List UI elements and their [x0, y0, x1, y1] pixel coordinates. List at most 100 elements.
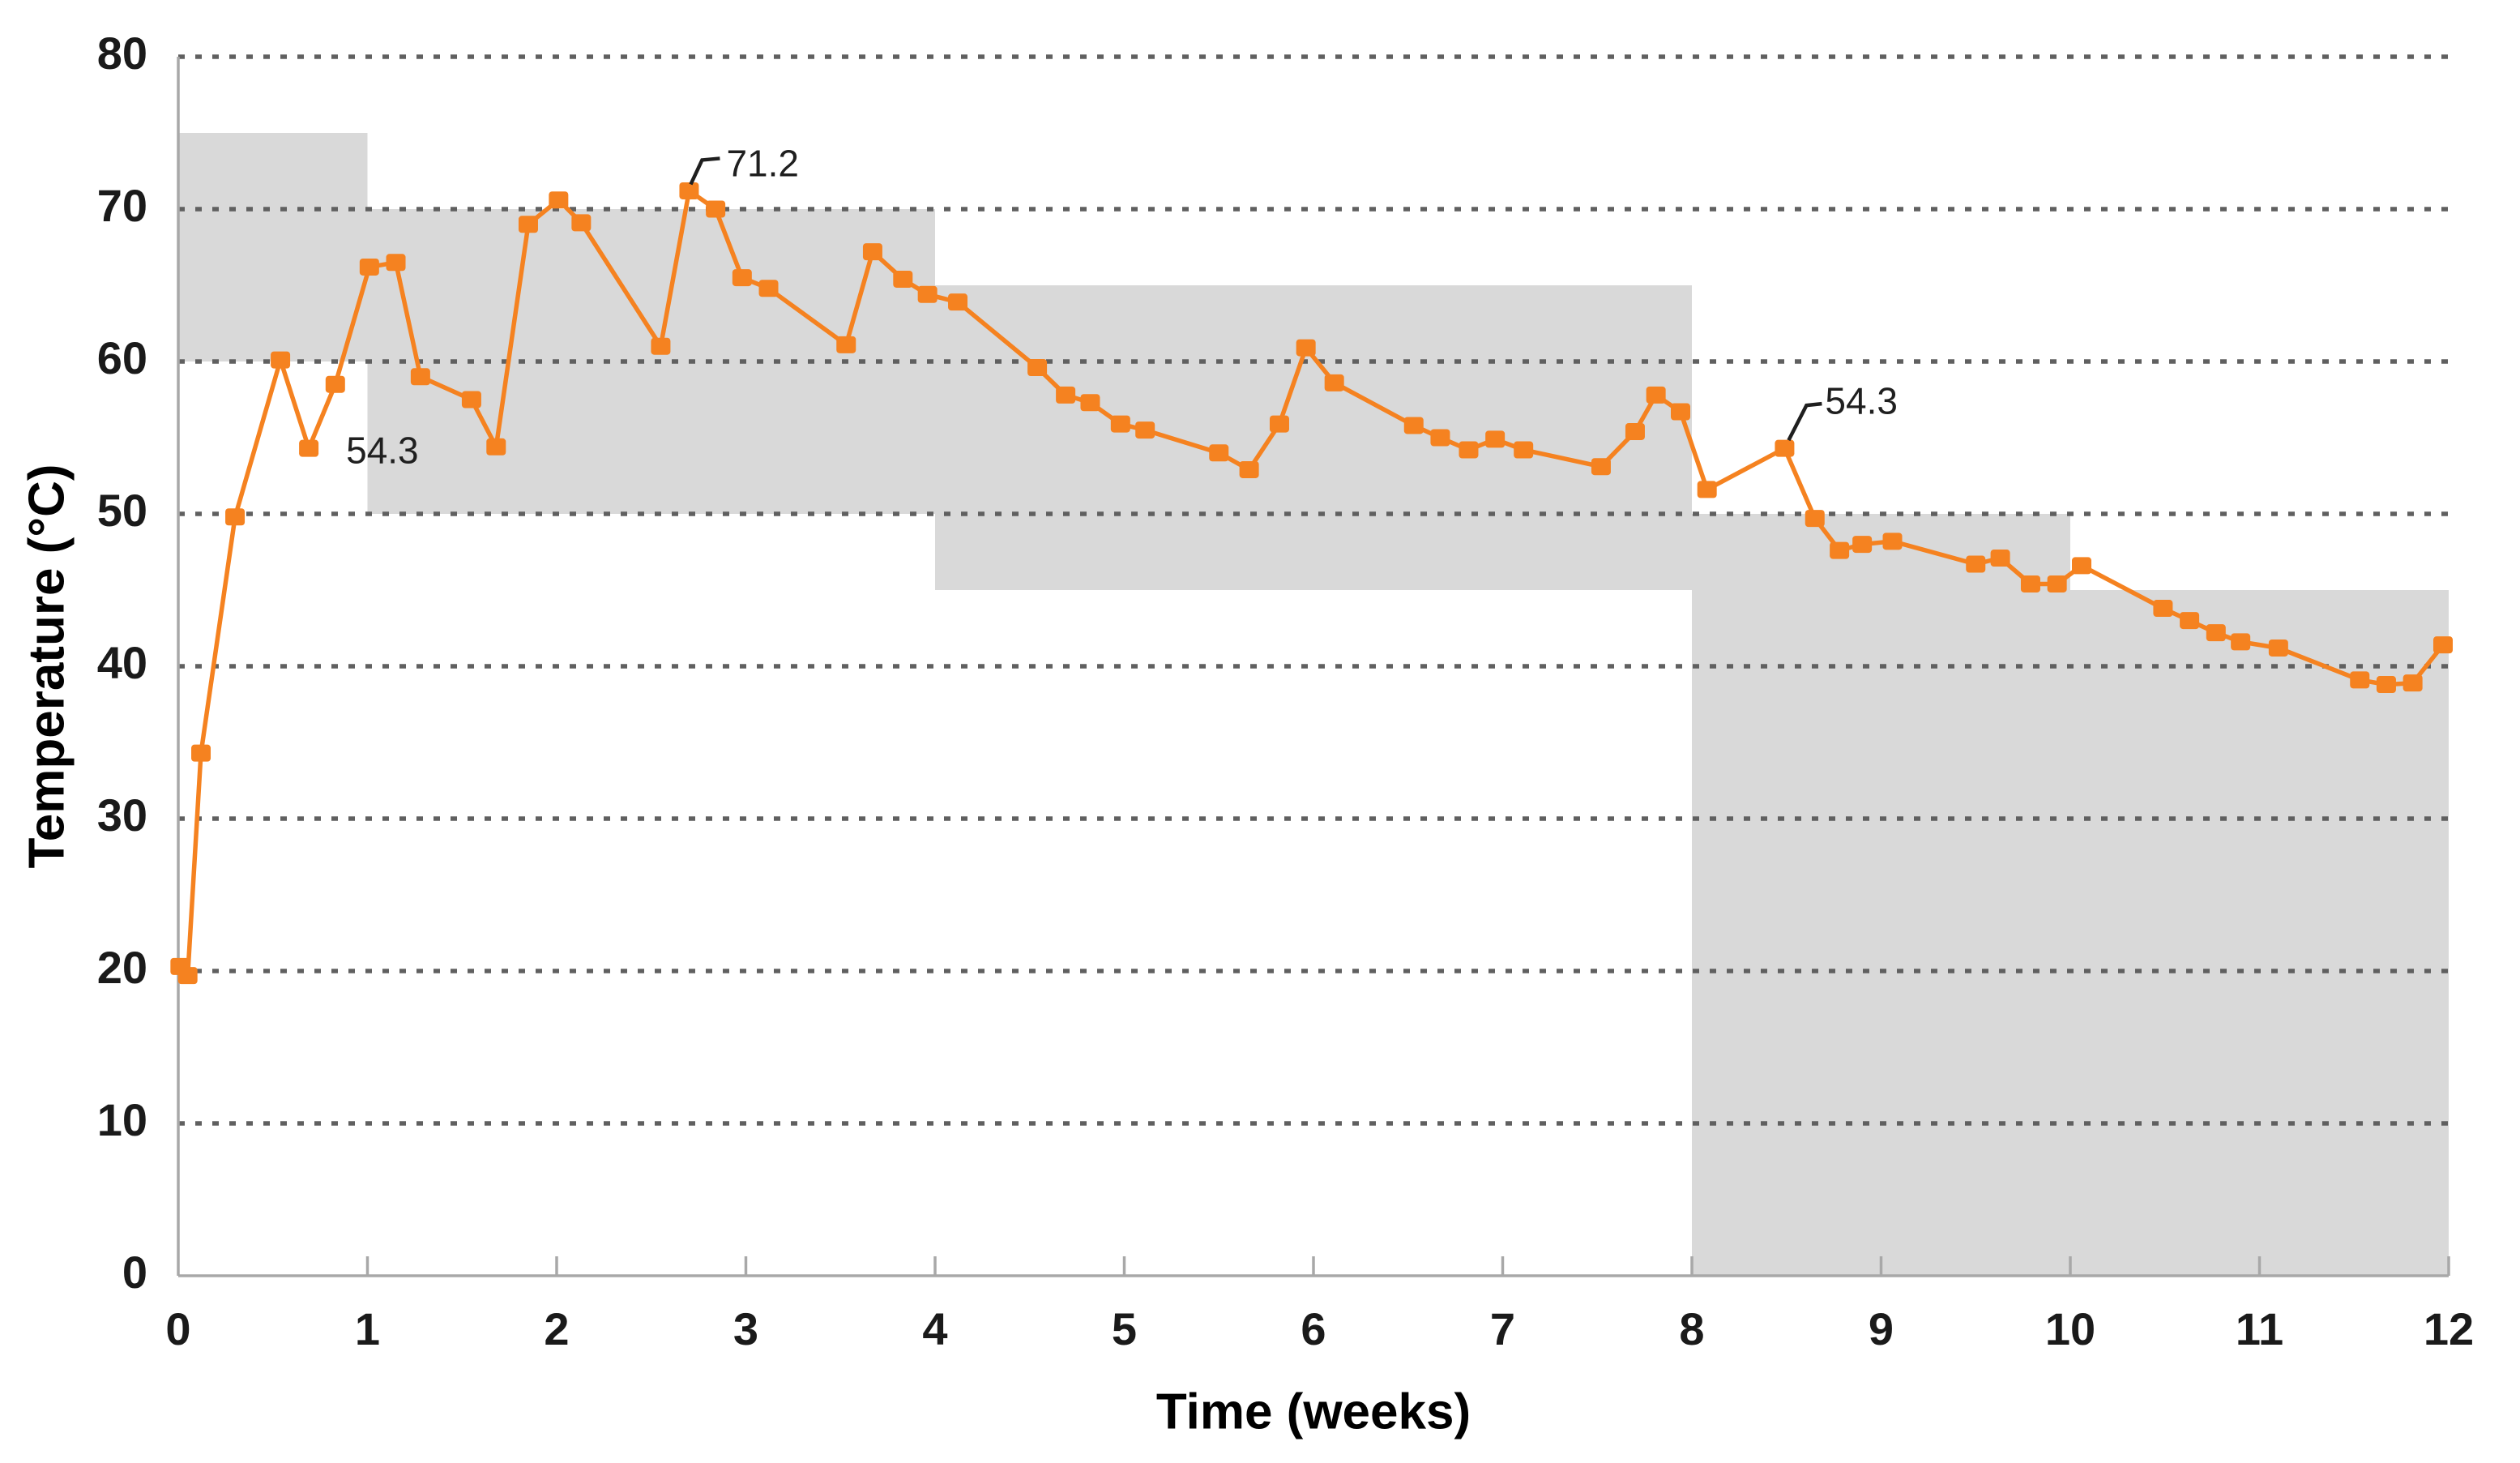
data-point-marker: [1670, 403, 1690, 421]
data-point-marker: [410, 368, 430, 386]
data-point-marker: [948, 293, 968, 311]
annotation-label: 71.2: [726, 143, 799, 185]
y-axis-title: Temperature (°C): [19, 464, 75, 869]
data-point-marker: [1966, 555, 1986, 573]
data-point-marker: [299, 439, 319, 457]
data-point-marker: [651, 337, 671, 355]
data-point-marker: [1882, 533, 1903, 550]
data-point-marker: [271, 351, 291, 369]
y-tick-label: 0: [122, 1247, 147, 1298]
data-point-marker: [917, 285, 938, 303]
data-point-marker: [386, 254, 406, 272]
annotation-label: 54.3: [346, 429, 419, 471]
data-point-marker: [1135, 421, 1155, 439]
data-point-marker: [1080, 394, 1100, 412]
x-axis-title: Time (weeks): [1155, 1384, 1471, 1440]
data-point-marker: [758, 280, 779, 297]
data-point-marker: [518, 216, 538, 233]
gray-band: [1692, 514, 2070, 1276]
data-point-marker: [1239, 460, 1259, 478]
data-point-marker: [1209, 444, 1229, 462]
y-tick-label: 30: [97, 789, 147, 841]
gray-band: [935, 285, 1692, 590]
data-point-marker: [1591, 458, 1611, 476]
data-point-marker: [2047, 575, 2067, 592]
data-point-marker: [1646, 386, 1666, 404]
data-point-marker: [2020, 575, 2040, 592]
data-point-marker: [893, 270, 913, 288]
x-tick-label: 10: [2045, 1303, 2095, 1354]
y-tick-label: 40: [97, 637, 147, 688]
data-point-marker: [1459, 441, 1479, 459]
data-point-marker: [1056, 386, 1076, 404]
y-tick-label: 50: [97, 485, 147, 536]
x-tick-label: 7: [1490, 1303, 1515, 1354]
data-point-marker: [1830, 541, 1850, 559]
x-tick-label: 6: [1301, 1303, 1326, 1354]
data-point-marker: [706, 200, 726, 218]
data-point-marker: [225, 508, 246, 526]
gray-band: [367, 209, 935, 514]
x-tick-label: 8: [1679, 1303, 1704, 1354]
data-point-marker: [1269, 415, 1289, 433]
data-point-marker: [1805, 510, 1825, 528]
data-point-marker: [1697, 481, 1717, 498]
data-point-marker: [1775, 439, 1795, 457]
annotation-leader: [1787, 401, 1822, 442]
data-point-marker: [1990, 550, 2010, 567]
data-point-marker: [836, 336, 856, 353]
x-tick-label: 2: [544, 1303, 569, 1354]
data-point-marker: [549, 191, 569, 209]
data-point-marker: [1485, 430, 1506, 448]
y-tick-label: 70: [97, 180, 147, 231]
data-point-marker: [2403, 674, 2423, 692]
y-tick-label: 20: [97, 942, 147, 993]
data-point-marker: [732, 269, 752, 287]
data-point-marker: [1110, 415, 1130, 433]
x-tick-label: 12: [2424, 1303, 2474, 1354]
data-point-marker: [1514, 441, 1534, 459]
y-tick-label: 60: [97, 332, 147, 383]
x-tick-label: 9: [1869, 1303, 1894, 1354]
x-tick-label: 0: [165, 1303, 190, 1354]
data-point-marker: [1852, 536, 1873, 554]
x-tick-label: 3: [733, 1303, 758, 1354]
data-point-marker: [571, 214, 592, 232]
data-point-marker: [1625, 422, 1645, 440]
data-point-marker: [461, 391, 481, 409]
data-point-marker: [2180, 612, 2200, 630]
data-point-marker: [2153, 600, 2173, 618]
data-point-marker: [191, 744, 211, 762]
x-tick-label: 1: [355, 1303, 380, 1354]
data-point-marker: [1027, 359, 1048, 377]
data-point-marker: [2350, 671, 2370, 689]
data-point-marker: [2268, 639, 2288, 657]
gray-band: [178, 133, 368, 361]
data-point-marker: [325, 375, 345, 393]
data-point-marker: [2072, 557, 2092, 575]
data-point-marker: [2206, 624, 2226, 642]
data-point-marker: [177, 967, 198, 985]
data-point-marker: [679, 182, 699, 199]
data-point-marker: [2432, 636, 2453, 654]
data-point-marker: [2376, 676, 2396, 694]
y-tick-label: 80: [97, 28, 147, 79]
gray-band: [2070, 590, 2449, 1276]
data-point-marker: [1430, 429, 1450, 447]
y-tick-label: 10: [97, 1094, 147, 1145]
x-tick-label: 5: [1112, 1303, 1137, 1354]
x-tick-label: 11: [2236, 1303, 2283, 1354]
data-point-marker: [1403, 417, 1424, 434]
data-point-marker: [1324, 374, 1344, 391]
x-tick-label: 4: [922, 1303, 947, 1354]
series-line: [178, 188, 2445, 978]
data-point-marker: [486, 438, 506, 456]
data-point-marker: [1296, 339, 1316, 357]
annotation-label: 54.3: [1825, 379, 1898, 421]
data-point-marker: [862, 243, 882, 261]
annotation-leader: [689, 156, 720, 186]
data-point-marker: [359, 258, 379, 276]
data-point-marker: [2231, 633, 2251, 651]
